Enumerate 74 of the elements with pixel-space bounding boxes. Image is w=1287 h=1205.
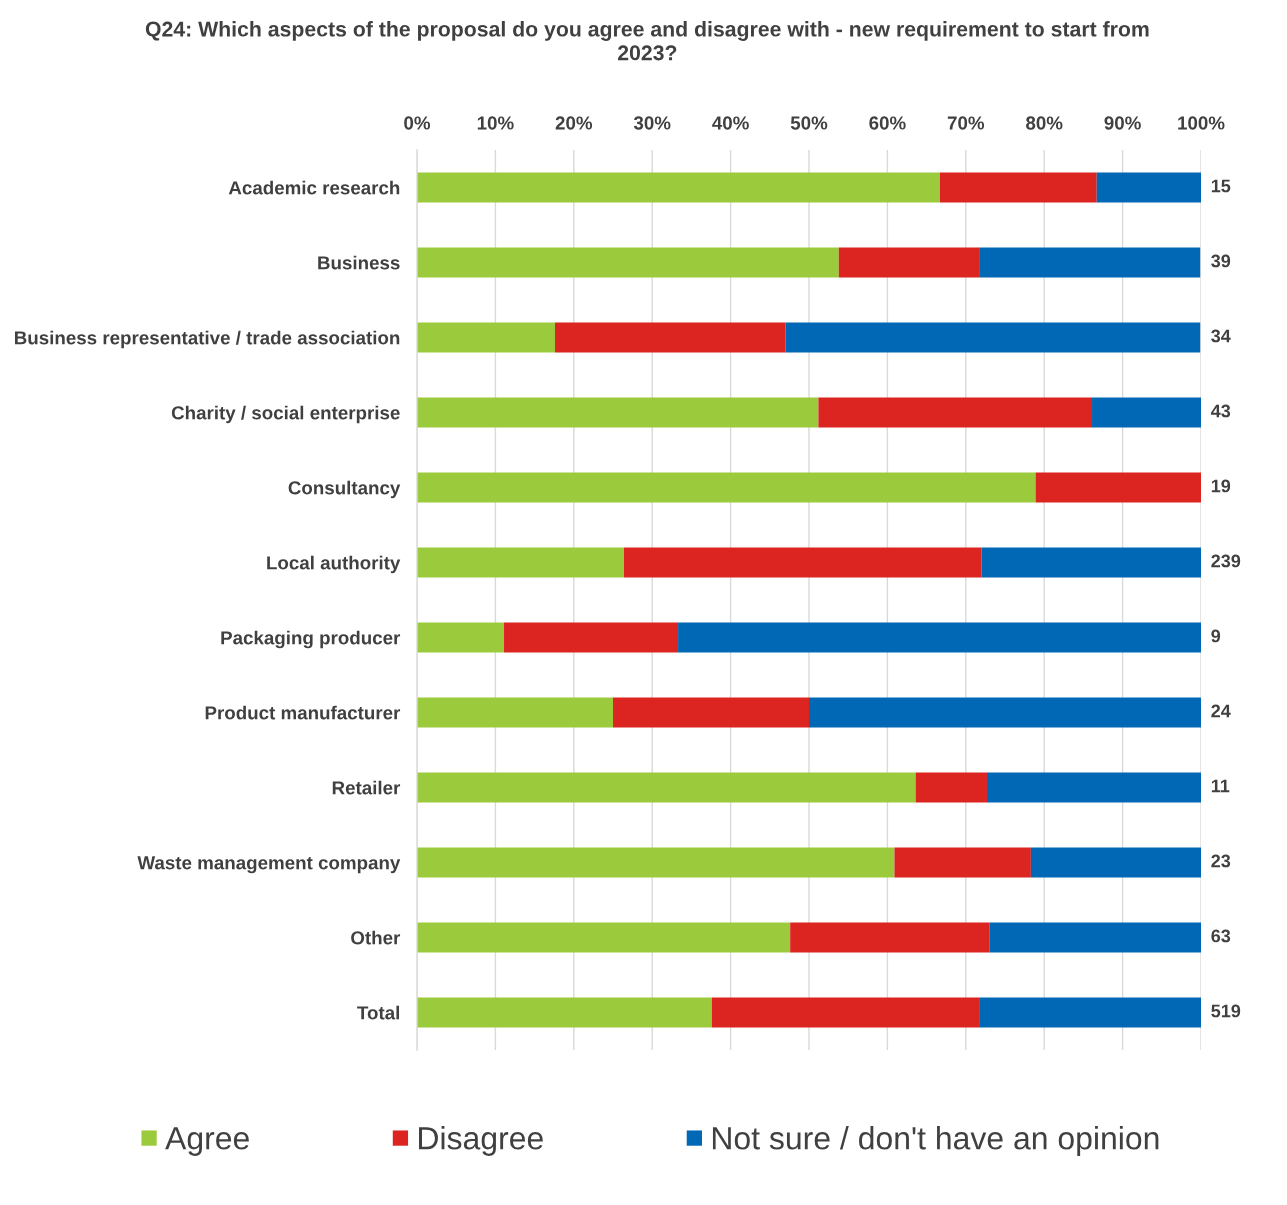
x-tick-label: 50% xyxy=(790,116,828,130)
bar xyxy=(623,547,982,578)
bar xyxy=(417,397,819,428)
y-tick-label: Retailer xyxy=(332,780,401,795)
bar xyxy=(979,247,1201,278)
x-tick-label: 90% xyxy=(1104,116,1141,130)
y-tick-label: Charity / social enterprise xyxy=(171,405,400,424)
text: 19 xyxy=(1211,479,1231,493)
x-tick-label: 40% xyxy=(712,116,749,130)
legend-label: Agree xyxy=(165,1127,249,1156)
legend-label: Not sure / don't have an opinion xyxy=(712,1126,1159,1156)
bar xyxy=(417,997,712,1028)
x-tick-label: 20% xyxy=(555,116,593,130)
x-tick-label: 100% xyxy=(1178,116,1225,130)
y-tick-label: Other xyxy=(351,930,401,945)
bar xyxy=(1096,172,1201,203)
y-tick-label: Local authority xyxy=(267,555,401,574)
bar xyxy=(1092,397,1201,428)
bar xyxy=(417,247,839,278)
bar xyxy=(790,922,990,953)
bar xyxy=(1030,847,1201,878)
y-tick-label: Business representative / trade association xyxy=(15,330,400,349)
bar xyxy=(818,397,1093,428)
y-tick-label: Consultancy xyxy=(288,480,401,499)
y-tick-label: Packaging producer xyxy=(221,630,401,649)
bar xyxy=(711,997,980,1028)
x-tick-label: 30% xyxy=(633,116,671,130)
bar xyxy=(1035,472,1201,503)
bar xyxy=(785,322,1201,353)
bar xyxy=(979,997,1201,1028)
text: 11 xyxy=(1211,779,1230,793)
text: 34 xyxy=(1211,329,1231,343)
chart-title: Q24: Which aspects of the proposal do you agree and disagree with - new requirement to start from 2023? xyxy=(145,21,1149,61)
bar xyxy=(554,322,786,353)
bar xyxy=(986,772,1201,803)
text: 239 xyxy=(1211,554,1241,568)
bar xyxy=(417,547,624,578)
bar xyxy=(894,847,1031,878)
bar xyxy=(417,922,791,953)
text: 43 xyxy=(1211,404,1231,418)
bar xyxy=(417,322,555,353)
bar xyxy=(678,622,1201,653)
text: 24 xyxy=(1211,704,1231,718)
x-tick-label: 70% xyxy=(947,116,985,130)
bar xyxy=(417,472,1036,503)
y-tick-label: Business xyxy=(318,255,400,270)
text: 63 xyxy=(1211,929,1231,943)
y-tick-label: Total xyxy=(357,1005,400,1020)
bar xyxy=(613,697,809,728)
bar xyxy=(417,847,895,878)
bar xyxy=(417,772,916,803)
x-tick-label: 10% xyxy=(477,116,514,130)
text: 519 xyxy=(1211,1004,1241,1018)
y-tick-label: Academic research xyxy=(228,180,400,195)
bar xyxy=(417,697,613,728)
legend-label: Disagree xyxy=(419,1126,543,1156)
bar xyxy=(981,547,1201,578)
text: 15 xyxy=(1211,179,1231,193)
bar xyxy=(989,922,1201,953)
bar xyxy=(417,622,505,653)
y-tick-label: Product manufacturer xyxy=(205,705,401,720)
bar xyxy=(417,172,940,203)
bar xyxy=(838,247,980,278)
x-tick-label: 0% xyxy=(404,116,431,130)
bar xyxy=(809,697,1201,728)
bar xyxy=(915,772,987,803)
bar xyxy=(939,172,1097,203)
x-tick-label: 80% xyxy=(1026,116,1063,130)
text: 9 xyxy=(1211,629,1221,643)
x-tick-label: 60% xyxy=(869,116,906,130)
y-tick-label: Waste management company xyxy=(137,856,401,874)
text: 23 xyxy=(1211,854,1231,868)
bar xyxy=(504,622,679,653)
text: 39 xyxy=(1211,254,1231,268)
